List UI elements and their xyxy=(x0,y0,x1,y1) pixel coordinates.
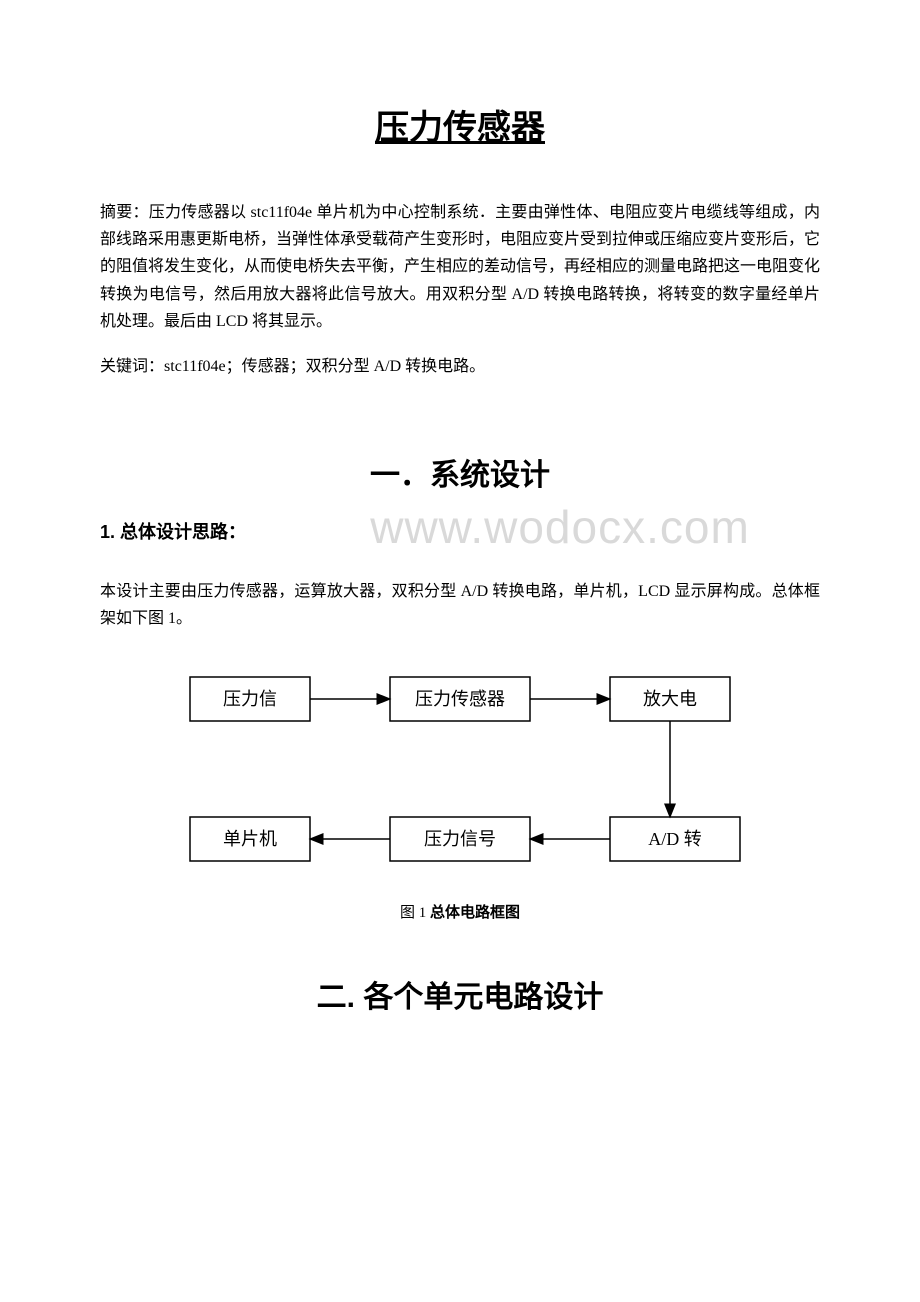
body-paragraph-1: 本设计主要由压力传感器，运算放大器，双积分型 A/D 转换电路，单片机，LCD … xyxy=(100,578,820,632)
abstract-label: 摘要： xyxy=(100,204,149,221)
flow-box-label: A/D 转 xyxy=(648,829,702,849)
caption-number: 图 1 xyxy=(400,905,430,921)
caption-text: 总体电路框图 xyxy=(430,904,520,921)
subsection-1-1: 1. 总体设计思路： xyxy=(100,518,820,544)
section-2-heading: 二. 各个单元电路设计 xyxy=(100,972,820,1016)
keywords-text: stc11f04e；传感器；双积分型 A/D 转换电路。 xyxy=(164,358,485,375)
abstract-paragraph: 摘要：压力传感器以 stc11f04e 单片机为中心控制系统．主要由弹性体、电阻… xyxy=(100,199,820,335)
figure-1-caption: 图 1 总体电路框图 xyxy=(100,901,820,922)
flow-box-label: 压力传感器 xyxy=(415,689,505,709)
flow-box-label: 压力信号 xyxy=(424,829,496,849)
abstract-text: 压力传感器以 stc11f04e 单片机为中心控制系统．主要由弹性体、电阻应变片… xyxy=(100,204,820,330)
flow-box-label: 单片机 xyxy=(223,829,277,849)
keywords-label: 关键词： xyxy=(100,358,164,375)
flow-diagram: 压力信 压力传感器 放大电单片机 压力信号 A/D 转 xyxy=(150,667,770,877)
document-title: 压力传感器 xyxy=(100,100,820,149)
flow-box-label: 压力信 xyxy=(223,689,277,709)
diagram-container: 压力信 压力传感器 放大电单片机 压力信号 A/D 转 xyxy=(100,667,820,877)
section-1-heading: 一．系统设计 xyxy=(100,450,820,494)
flow-box-label: 放大电 xyxy=(643,689,697,709)
keywords-paragraph: 关键词：stc11f04e；传感器；双积分型 A/D 转换电路。 xyxy=(100,353,820,380)
